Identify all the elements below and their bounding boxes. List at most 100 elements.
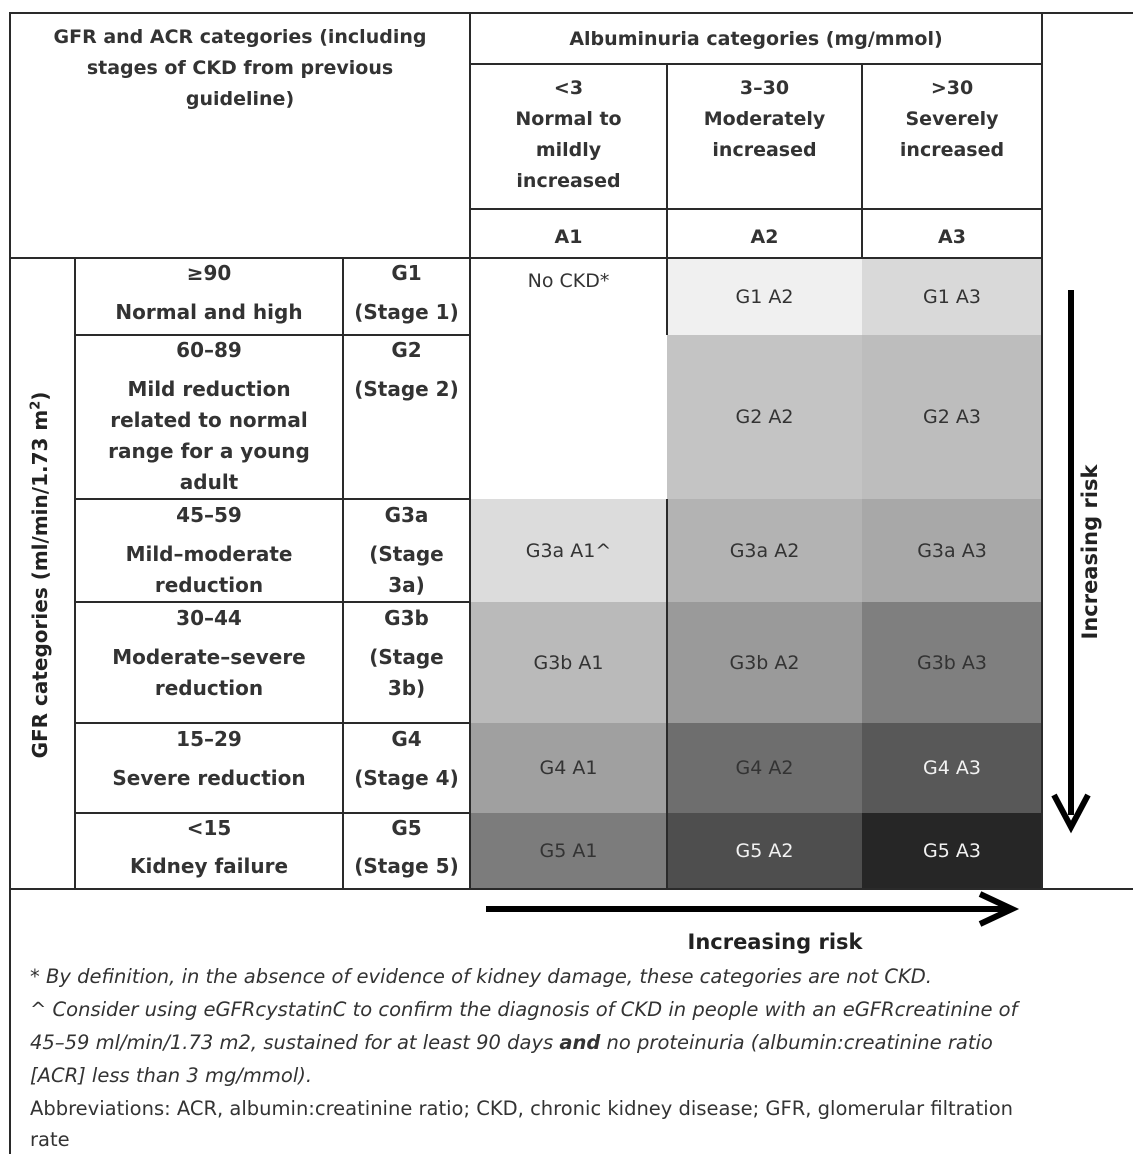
cell-no-ckd: No CKD* <box>470 258 667 499</box>
cell-label: G5 A2 <box>735 840 794 862</box>
gfr-stage: (Stage <box>369 542 444 566</box>
gfr-categories-side-label: GFR categories (ml/min/1.73 m2) <box>28 392 52 759</box>
vertical-risk-arrow <box>1051 290 1091 834</box>
horizontal-risk-label: Increasing risk <box>687 930 863 954</box>
vertical-risk-label: Increasing risk <box>1078 464 1102 640</box>
divider-v-667-a <box>666 258 668 335</box>
cell-g5-a2: G5 A2 <box>667 813 862 889</box>
gfr-desc: adult <box>179 470 239 494</box>
cell-label: G4 A1 <box>539 757 598 779</box>
col-line: increased <box>899 139 1005 161</box>
footnote-abbreviations-line1: Abbreviations: ACR, albumin:creatinine r… <box>30 1097 1013 1120</box>
cell-label: G2 A2 <box>735 406 794 428</box>
gfr-desc: Mild–moderate <box>125 542 293 566</box>
gfr-row-g1-stage: G1 (Stage 1) <box>343 258 470 328</box>
divider-v-470-top <box>469 12 471 258</box>
side-label-end: ) <box>28 391 52 401</box>
gfr-row-g4-desc: 15–29 Severe reduction <box>75 724 343 794</box>
cell-label: G3b A2 <box>729 651 800 674</box>
col-line: Severely <box>905 108 999 130</box>
cell-label: G4 A3 <box>923 757 981 779</box>
albumin-code-a2: A2 <box>750 226 779 248</box>
caret-text: 45–59 ml/min/1.73 m2, sustained for at l… <box>30 1031 560 1054</box>
gfr-range: 60–89 <box>176 338 242 362</box>
divider-v-75 <box>74 258 76 889</box>
side-label-sup: 2 <box>28 400 44 410</box>
gfr-code: G2 <box>391 338 422 362</box>
gfr-desc: related to normal <box>110 408 308 432</box>
albumin-code-a3: A3 <box>938 226 966 248</box>
gfr-code: G1 <box>391 261 422 285</box>
no-ckd-label: No CKD* <box>527 270 610 292</box>
divider-v-470 <box>469 258 471 889</box>
gfr-row-g3b-desc: 30–44 Moderate–severe reduction <box>75 603 343 704</box>
albuminuria-title: Albuminuria categories (mg/mmol) <box>569 28 943 50</box>
gfr-row-g5-stage: G5 (Stage 5) <box>343 813 470 882</box>
divider-v-667-b <box>666 499 668 889</box>
gfr-row-g3a-desc: 45–59 Mild–moderate reduction <box>75 500 343 601</box>
gfr-stage: (Stage 5) <box>354 854 459 878</box>
albumin-col-a3-header: >30 Severely increased <box>862 73 1042 166</box>
cell-g2-a2: G2 A2 <box>667 335 862 499</box>
table-border-left <box>9 12 11 1154</box>
gfr-range: ≥90 <box>186 261 232 285</box>
title-line: guideline) <box>185 88 295 110</box>
divider-v-343 <box>342 258 344 889</box>
albumin-code-a1: A1 <box>554 226 583 248</box>
gfr-row-g2-stage: G2 (Stage 2) <box>343 335 470 405</box>
cell-label: G1 A3 <box>923 285 981 308</box>
cell-g3a-a1: G3a A1^ <box>470 499 667 602</box>
cell-label: G4 A2 <box>735 757 794 779</box>
cell-g3b-a3: G3b A3 <box>862 602 1042 723</box>
albumin-col-a1-header: <3 Normal to mildly increased <box>470 73 667 197</box>
col-line: Moderately <box>703 108 826 130</box>
gfr-row-g2-desc: 60–89 Mild reduction related to normal r… <box>75 335 343 498</box>
cell-g3a-a3: G3a A3 <box>862 499 1042 602</box>
divider-v-862-head <box>861 63 863 258</box>
gfr-stage: 3b) <box>387 676 426 700</box>
side-label-text: GFR categories (ml/min/1.73 m <box>28 409 52 759</box>
gfr-stage: (Stage 4) <box>354 766 459 790</box>
divider-h-64 <box>470 63 1042 65</box>
gfr-stage: (Stage 1) <box>354 300 459 324</box>
divider-v-667-head <box>666 63 668 258</box>
caret-bold: and <box>559 1031 601 1054</box>
title-line: stages of CKD from previous <box>86 57 394 79</box>
gfr-range: 45–59 <box>176 503 242 527</box>
cell-g4-a1: G4 A1 <box>470 723 667 813</box>
footnote-no-ckd: * By definition, in the absence of evide… <box>30 965 932 988</box>
cell-g4-a2: G4 A2 <box>667 723 862 813</box>
gfr-code: G4 <box>391 727 422 751</box>
col-line: 3–30 <box>739 77 790 99</box>
cell-g4-a3: G4 A3 <box>862 723 1042 813</box>
gfr-desc: Mild reduction <box>127 377 291 401</box>
cell-label: G1 A2 <box>735 285 794 308</box>
footnote-caret-line1: ^ Consider using eGFRcystatinC to confir… <box>30 998 1018 1021</box>
divider-h-209 <box>470 208 1042 210</box>
gfr-row-g5-desc: <15 Kidney failure <box>75 813 343 882</box>
gfr-range: 30–44 <box>176 606 242 630</box>
caret-text: no proteinuria (albumin:creatinine ratio <box>600 1031 993 1054</box>
cell-g5-a3: G5 A3 <box>862 813 1042 889</box>
cell-g2-a3: G2 A3 <box>862 335 1042 499</box>
col-line: Normal to <box>515 108 622 130</box>
gfr-acr-title: GFR and ACR categories (including stages… <box>10 22 470 115</box>
gfr-row-g1-desc: ≥90 Normal and high <box>75 258 343 328</box>
gfr-range: <15 <box>186 816 232 840</box>
cell-g3b-a2: G3b A2 <box>667 602 862 723</box>
cell-label: G5 A3 <box>923 840 981 862</box>
gfr-desc: Moderate–severe <box>112 645 306 669</box>
divider-h-889 <box>10 888 1133 890</box>
horizontal-risk-arrow <box>486 891 1020 927</box>
cell-label: G3a A2 <box>729 539 800 562</box>
cell-g3b-a1: G3b A1 <box>470 602 667 723</box>
divider-h-723 <box>75 722 470 724</box>
title-line: GFR and ACR categories (including <box>53 26 427 48</box>
gfr-stage: (Stage 2) <box>354 377 459 401</box>
gfr-stage: (Stage <box>369 645 444 669</box>
cell-label: G5 A1 <box>539 840 598 862</box>
albumin-col-a2-header: 3–30 Moderately increased <box>667 73 862 166</box>
divider-v-1042 <box>1041 12 1043 889</box>
cell-g3a-a2: G3a A2 <box>667 499 862 602</box>
gfr-range: 15–29 <box>176 727 242 751</box>
